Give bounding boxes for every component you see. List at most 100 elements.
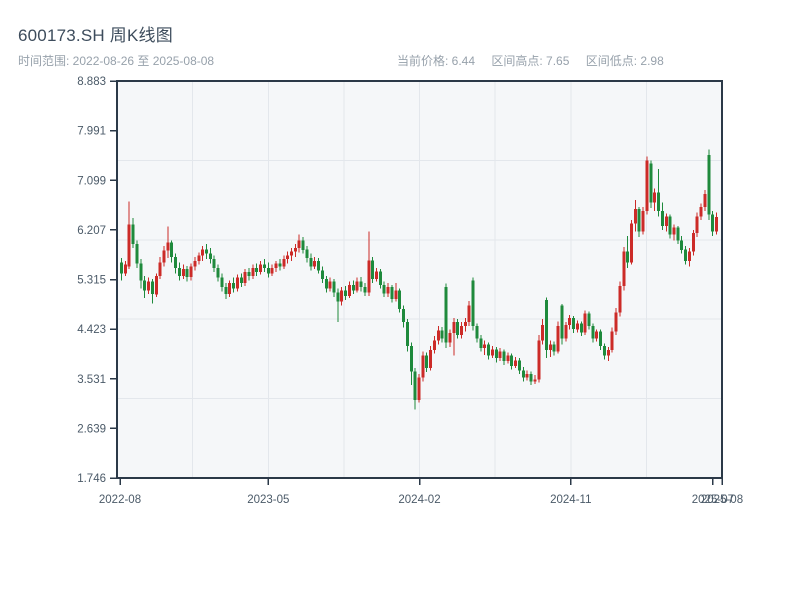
y-tick-label: 7.991: [77, 126, 106, 138]
candle-body: [521, 370, 525, 378]
candle-body: [174, 256, 178, 268]
candle-body: [123, 264, 127, 274]
page-title: 600173.SH 周K线图: [18, 26, 173, 45]
candle-body: [715, 216, 718, 232]
candle-body: [467, 305, 471, 322]
date-range-label: 时间范围: 2022-08-26 至 2025-08-08: [18, 54, 215, 68]
candle-body: [518, 360, 521, 371]
candle-body: [460, 325, 463, 335]
candle-body: [170, 242, 174, 257]
candle-body: [471, 280, 475, 326]
candle-body: [270, 268, 274, 274]
candle-body: [251, 268, 255, 276]
candle-body: [135, 244, 139, 264]
candle-body: [545, 299, 548, 350]
candle-body: [630, 223, 633, 263]
x-tick-label: 2022-08: [99, 494, 141, 506]
candle-body: [193, 260, 197, 267]
candle-body: [120, 262, 123, 274]
candle-body: [537, 340, 541, 380]
candle-body: [255, 268, 259, 272]
candle-body: [259, 264, 263, 272]
candle-body: [139, 263, 143, 281]
y-tick-label: 5.315: [77, 275, 106, 287]
candle-body: [263, 264, 266, 268]
candle-body: [564, 324, 568, 339]
candle-body: [181, 269, 185, 276]
x-tick-label: 2025-07: [692, 494, 734, 506]
candle-body: [197, 255, 201, 261]
grid-lines: [117, 81, 722, 478]
candle-body: [672, 227, 676, 235]
candle-body: [490, 349, 494, 356]
candle-body: [127, 224, 131, 267]
candle-body: [433, 340, 436, 350]
candle-body: [421, 355, 425, 378]
candle-body: [367, 260, 371, 293]
candle-body: [351, 284, 355, 291]
candle-body: [506, 355, 510, 361]
candle-body: [483, 344, 487, 349]
x-tick-label: 2024-11: [550, 494, 591, 506]
candle-body: [436, 330, 440, 341]
y-axis: 8.883 7.991 7.099 6.207 5.315 4.423 3.531 2.639…: [77, 76, 117, 485]
candle-body: [224, 287, 228, 295]
candle-body: [560, 305, 564, 339]
candle-body: [548, 344, 552, 350]
y-tick-label: 7.099: [77, 175, 106, 187]
candle-body: [587, 313, 591, 326]
candle-body: [425, 355, 429, 369]
candle-body: [487, 344, 490, 356]
candle-body: [606, 349, 610, 356]
candle-body: [572, 318, 575, 330]
candle-body: [305, 249, 309, 258]
candle-body: [378, 271, 382, 285]
candle-body: [695, 216, 699, 233]
candle-body: [599, 331, 603, 346]
candle-body: [680, 240, 684, 250]
candle-body: [386, 287, 390, 294]
candle-body: [510, 355, 514, 366]
candle-body: [703, 194, 707, 207]
candle-body: [626, 251, 630, 263]
candle-body: [529, 373, 533, 382]
candle-body: [660, 210, 664, 226]
stat-range-high: 区间高点: 7.65: [491, 54, 570, 68]
candle-body: [371, 260, 375, 280]
candle-body: [324, 279, 328, 289]
candle-body: [301, 240, 305, 250]
candle-body: [158, 262, 162, 276]
candle-body: [201, 249, 205, 256]
candle-body: [286, 255, 290, 260]
stat-range-low: 区间低点: 2.98: [585, 54, 664, 68]
y-tick-label: 1.746: [77, 473, 106, 485]
candle-body: [568, 318, 572, 325]
candle-body: [332, 281, 336, 293]
y-tick-label: 2.639: [77, 423, 106, 435]
candle-body: [452, 322, 456, 334]
candle-body: [320, 270, 324, 280]
candle-body: [278, 263, 282, 267]
x-tick-label: 2023-05: [247, 494, 289, 506]
candle-body: [413, 371, 417, 400]
candle-body: [205, 249, 208, 254]
candle-body: [212, 259, 216, 269]
candle-body: [637, 209, 641, 232]
subtitle-row: 时间范围: 2022-08-26 至 2025-08-08 当前价格: 6.44…: [0, 52, 800, 68]
candle-body: [232, 283, 235, 289]
candle-body: [409, 345, 413, 372]
candle-body: [405, 322, 409, 346]
candle-body: [131, 224, 135, 245]
candle-body: [699, 206, 703, 217]
candle-body: [178, 268, 181, 276]
y-tick-label: 8.883: [77, 76, 106, 88]
candle-body: [614, 312, 618, 332]
candle-body: [691, 233, 695, 252]
candle-body: [394, 290, 398, 300]
candle-body: [688, 251, 691, 261]
candle-body: [707, 155, 711, 215]
candle-body: [456, 322, 460, 335]
candle-body: [579, 323, 583, 333]
candle-body: [641, 210, 645, 232]
